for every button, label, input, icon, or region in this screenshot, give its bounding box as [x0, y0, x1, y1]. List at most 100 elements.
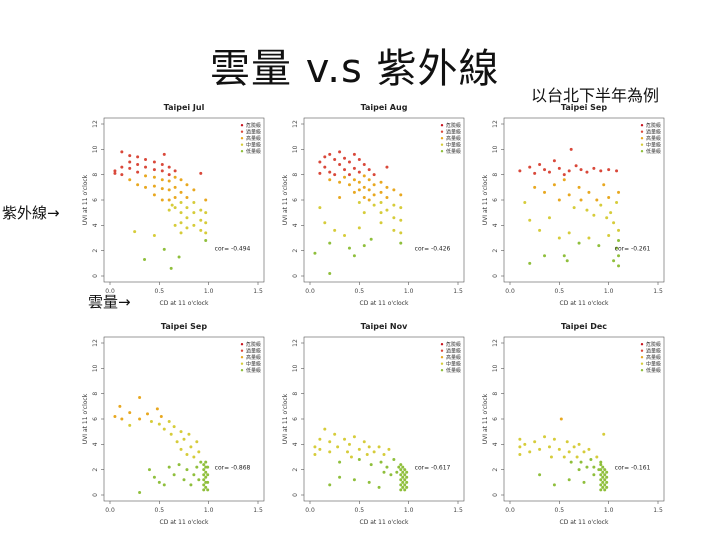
chart-svg: Taipei Dec 0 2 4 6 8 10 12 0.0 0.5 1.0 1.5 CD at 11 …	[482, 322, 665, 526]
data-point	[601, 475, 605, 479]
data-point	[202, 488, 206, 492]
legend-label: 危險級	[446, 341, 461, 348]
legend-label: 危險級	[646, 341, 661, 348]
data-point	[192, 223, 196, 227]
chart-title: Taipei Sep	[561, 103, 607, 112]
legend-marker	[440, 143, 444, 146]
data-point	[543, 190, 547, 194]
correlation-label: cor= -0.868	[215, 465, 251, 472]
data-point	[144, 165, 148, 169]
data-point	[369, 463, 373, 467]
data-point	[377, 485, 381, 489]
data-point	[152, 168, 156, 172]
data-point	[405, 485, 409, 489]
correlation-label: cor= -0.494	[215, 246, 251, 253]
x-tick-label: 1.0	[604, 507, 614, 514]
data-point	[538, 473, 542, 477]
data-point	[401, 480, 405, 484]
data-point	[562, 455, 566, 459]
data-point	[182, 478, 186, 482]
data-point	[528, 450, 532, 454]
data-point	[159, 414, 163, 418]
data-point	[167, 173, 171, 177]
data-point	[401, 465, 405, 469]
data-point	[347, 183, 351, 187]
data-point	[167, 465, 171, 469]
data-point	[582, 480, 586, 484]
data-point	[569, 460, 573, 464]
y-tick-label: 0	[492, 274, 499, 278]
legend-marker	[240, 362, 244, 365]
y-tick-label: 10	[492, 145, 499, 153]
data-point	[333, 228, 337, 232]
plot-frame	[503, 336, 665, 502]
data-point	[152, 475, 156, 479]
data-point	[160, 187, 164, 191]
data-point	[328, 241, 332, 245]
x-tick-label: 0.5	[355, 507, 365, 514]
data-point	[143, 258, 147, 262]
data-point	[152, 175, 156, 179]
data-point	[589, 458, 593, 462]
data-point	[543, 254, 547, 258]
legend-marker	[240, 124, 244, 127]
data-point	[379, 180, 383, 184]
data-point	[343, 168, 347, 172]
legend-marker	[640, 362, 644, 365]
legend-marker	[640, 349, 644, 352]
x-tick-label: 0.5	[555, 288, 565, 295]
data-point	[567, 231, 571, 235]
chart-svg: Taipei Aug 0 2 4 6 8 10 12 0.0 0.5 1.0 1.5 CD at 11 …	[282, 103, 465, 307]
data-point	[392, 188, 396, 192]
data-point	[401, 470, 405, 474]
legend-label: 過量級	[446, 348, 461, 355]
x-tick-label: 1.5	[453, 288, 463, 295]
data-point	[617, 228, 621, 232]
data-point	[173, 195, 177, 199]
data-point	[177, 255, 181, 259]
data-point	[167, 165, 171, 169]
data-point	[347, 442, 351, 446]
data-point	[518, 437, 522, 441]
data-point	[313, 452, 317, 456]
data-point	[399, 241, 403, 245]
data-point	[612, 259, 616, 263]
data-point	[533, 171, 537, 175]
legend-label: 中量級	[246, 142, 261, 149]
data-point	[367, 168, 371, 172]
page-subtitle: 以台北下半年為例	[531, 86, 660, 105]
data-point	[199, 228, 203, 232]
y-tick-label: 0	[492, 493, 499, 497]
y-tick-label: 6	[492, 198, 499, 202]
data-point	[562, 254, 566, 258]
data-point	[318, 447, 322, 451]
data-point	[128, 166, 132, 170]
data-point	[372, 193, 376, 197]
legend-marker	[440, 349, 444, 352]
data-point	[182, 437, 186, 441]
legend-label: 過量級	[646, 129, 661, 136]
data-point	[547, 216, 551, 220]
legend-marker	[640, 356, 644, 359]
legend-label: 高量級	[646, 354, 661, 361]
y-tick-label: 6	[292, 198, 299, 202]
y-tick-label: 4	[492, 442, 499, 446]
data-point	[138, 490, 142, 494]
data-point	[318, 437, 322, 441]
x-axis-label: CD at 11 o'clock	[360, 300, 409, 307]
data-point	[185, 183, 189, 187]
data-point	[333, 173, 337, 177]
data-point	[313, 251, 317, 255]
data-point	[173, 223, 177, 227]
data-point	[518, 169, 522, 173]
x-tick-label: 1.0	[404, 507, 414, 514]
data-point	[557, 447, 561, 451]
data-point	[577, 442, 581, 446]
data-point	[579, 460, 583, 464]
data-point	[185, 206, 189, 210]
legend-marker	[640, 343, 644, 346]
legend-marker	[640, 124, 644, 127]
data-point	[177, 463, 181, 467]
data-point	[185, 226, 189, 230]
data-point	[128, 160, 132, 164]
